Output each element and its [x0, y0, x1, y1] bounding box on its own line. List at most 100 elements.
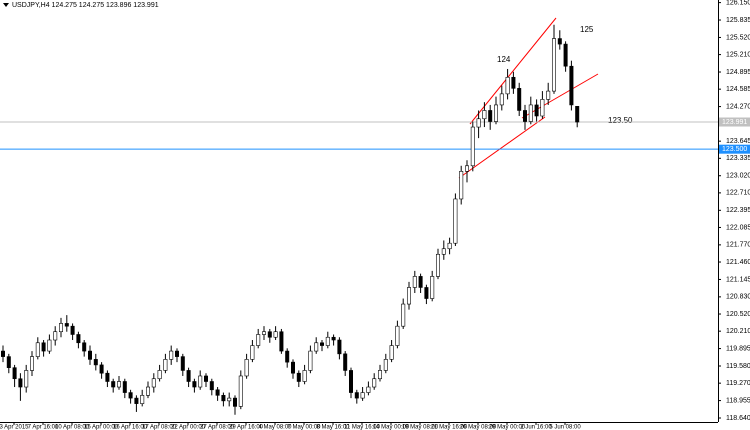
- candle-body: [29, 356, 34, 371]
- y-tick-label: 125.520: [726, 34, 750, 41]
- y-tick-label: 123.645: [726, 138, 750, 145]
- candle-body: [209, 381, 214, 391]
- x-tick-label: 8 May 16:00: [316, 425, 350, 430]
- candle-body: [134, 397, 139, 404]
- y-tick-label: 123.020: [726, 173, 750, 180]
- candle-body: [464, 165, 469, 172]
- candle-body: [453, 198, 458, 244]
- y-tick-label: 122.085: [726, 224, 750, 231]
- level-line-box: [719, 144, 750, 154]
- candle-body: [424, 287, 429, 299]
- candle-body: [244, 359, 249, 377]
- candle-body: [441, 248, 446, 255]
- menu-arrow[interactable]: [3, 3, 9, 7]
- y-tick-label: 124.270: [726, 103, 750, 110]
- candle-body: [546, 90, 551, 100]
- candle-body: [528, 104, 533, 122]
- x-tick-label: 21 May 16:00: [431, 425, 468, 430]
- candle-body: [47, 339, 52, 352]
- candle-body: [157, 370, 162, 380]
- candle-body: [186, 370, 191, 382]
- candle-body: [337, 339, 342, 355]
- candle-body: [192, 381, 197, 388]
- y-tick-label: 124.585: [726, 86, 750, 93]
- x-tick-label: 4 May 08:00: [258, 425, 292, 430]
- candle-body: [522, 110, 527, 122]
- candle-body: [88, 350, 93, 360]
- y-tick-label: 118.955: [726, 397, 750, 404]
- candle-body: [575, 106, 580, 123]
- y-tick-label: 123.335: [726, 155, 750, 162]
- candle-body: [267, 331, 272, 338]
- x-tick-label: 27 Apr 08:00: [200, 425, 235, 430]
- y-tick-label: 121.460: [726, 259, 750, 266]
- level-line-label: 123.500: [722, 146, 747, 153]
- candle-body: [348, 370, 353, 393]
- candle-body: [70, 325, 75, 335]
- candle-body: [58, 323, 63, 333]
- y-tick-label: 120.520: [726, 311, 750, 318]
- y-tick-label: 125.210: [726, 51, 750, 58]
- candle-body: [540, 99, 545, 117]
- candle-body: [470, 126, 475, 167]
- y-tick-label: 120.830: [726, 294, 750, 301]
- candle-body: [488, 110, 493, 122]
- candle-body: [117, 381, 122, 388]
- candle-body: [128, 392, 133, 399]
- candle-body: [308, 350, 313, 371]
- candle-body: [261, 331, 266, 335]
- candle-body: [319, 342, 324, 346]
- y-tick-label: 118.640: [726, 415, 750, 422]
- y-tick-label: 121.770: [726, 242, 750, 249]
- candle-body: [406, 287, 411, 305]
- candle-body: [180, 356, 185, 371]
- candle-body: [122, 381, 127, 393]
- x-tick-label: 2 Jun 16:00: [520, 425, 552, 430]
- candle-body: [273, 331, 278, 338]
- y-tick-label: 122.710: [726, 190, 750, 197]
- candle-body: [435, 253, 440, 277]
- x-tick-label: 19 May 08:00: [402, 425, 439, 430]
- x-tick-label: 11 May 16:00: [344, 425, 381, 430]
- y-tick-label: 119.895: [726, 345, 750, 352]
- candle-body: [41, 342, 46, 352]
- candle-body: [99, 364, 104, 374]
- candle-body: [377, 370, 382, 380]
- x-tick-label: 7 Apr 16:00: [28, 425, 59, 430]
- candle-body: [482, 110, 487, 120]
- candle-body: [459, 171, 464, 200]
- candle-body: [563, 43, 568, 67]
- candle-body: [64, 323, 69, 327]
- candle-body: [505, 76, 510, 95]
- candle-body: [111, 381, 116, 388]
- candle-body: [343, 353, 348, 371]
- candle-body: [151, 378, 156, 388]
- x-tick-label: 3 Apr 2015: [0, 425, 29, 430]
- y-tick-label: 122.395: [726, 207, 750, 214]
- candle-body: [238, 375, 243, 407]
- candle-body: [476, 118, 481, 128]
- x-tick-label: 29 May 00:00: [489, 425, 526, 430]
- x-tick-label: 14 May 00:00: [373, 425, 410, 430]
- bid-line-box: [719, 117, 750, 127]
- candle-body: [418, 276, 423, 288]
- candle-body: [401, 303, 406, 327]
- y-tick-label: 126.150: [726, 0, 750, 6]
- candle-body: [53, 331, 58, 341]
- trend-line: [458, 116, 546, 179]
- x-tick-label: 17 Apr 08:00: [142, 425, 177, 430]
- x-tick-label: 15 Apr 00:00: [84, 425, 119, 430]
- candle-body: [557, 38, 562, 45]
- candle-body: [24, 370, 29, 388]
- candle-body: [12, 367, 17, 380]
- candle-body: [169, 350, 174, 360]
- candle-body: [198, 375, 203, 388]
- bid-line-label: 123.991: [722, 119, 747, 126]
- y-tick-label: 125.835: [726, 17, 750, 24]
- candle-body: [6, 356, 11, 368]
- candle-body: [354, 392, 359, 399]
- y-tick-label: 119.580: [726, 363, 750, 370]
- candle-body: [76, 334, 81, 344]
- candle-body: [82, 342, 87, 352]
